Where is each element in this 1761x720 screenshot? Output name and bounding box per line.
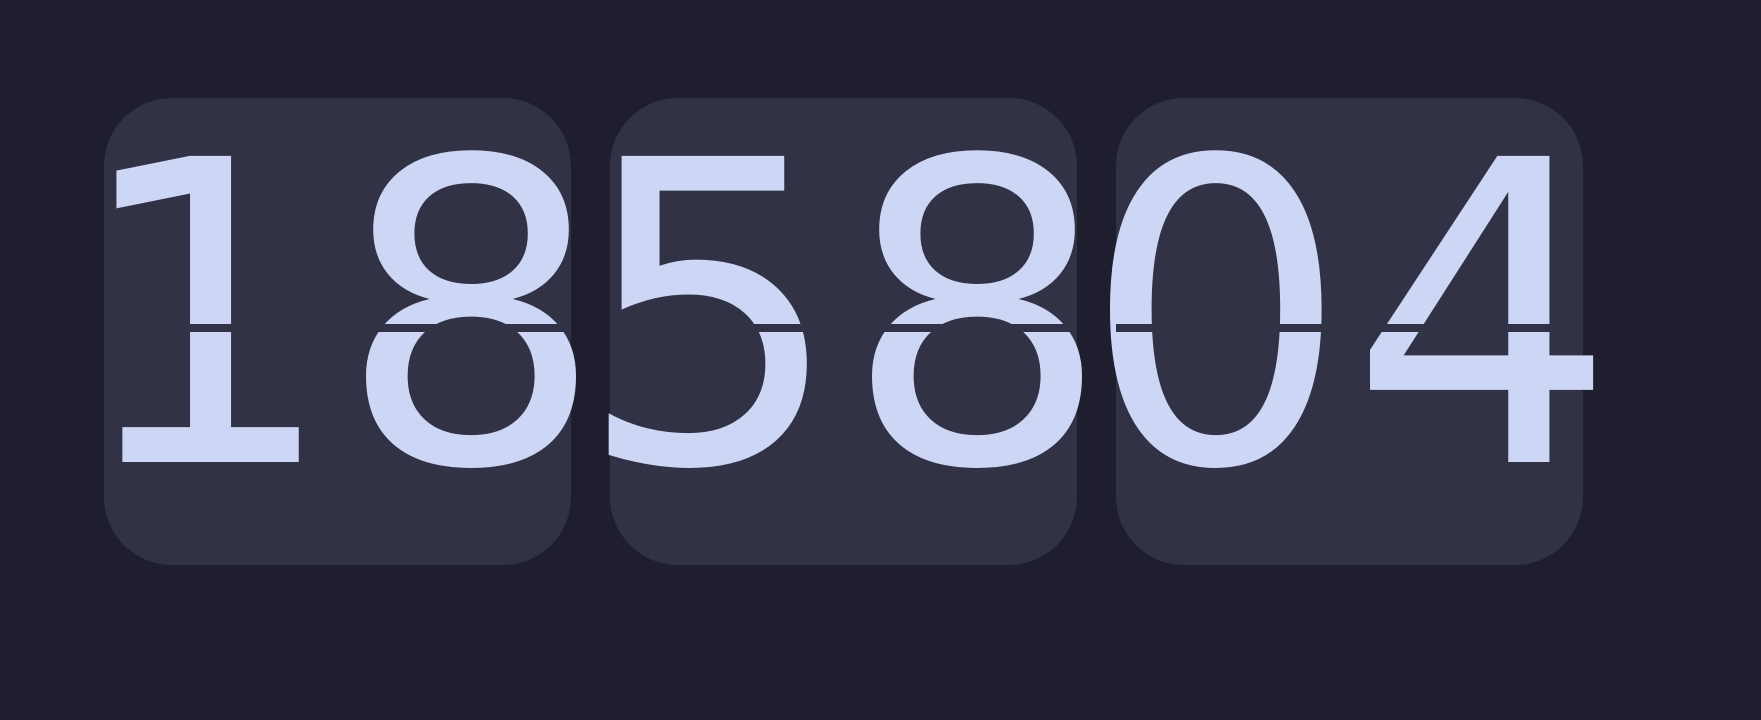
hours-digits: 18 [70,72,605,562]
seconds-card: 04 [1082,98,1617,565]
minutes-digits: 58 [576,72,1111,562]
hours-card: 18 [70,98,605,565]
minutes-card: 58 [576,98,1111,565]
hours-split-line [104,324,571,332]
seconds-split-line [1116,324,1583,332]
minutes-split-line [610,324,1077,332]
seconds-digits: 04 [1082,72,1617,562]
